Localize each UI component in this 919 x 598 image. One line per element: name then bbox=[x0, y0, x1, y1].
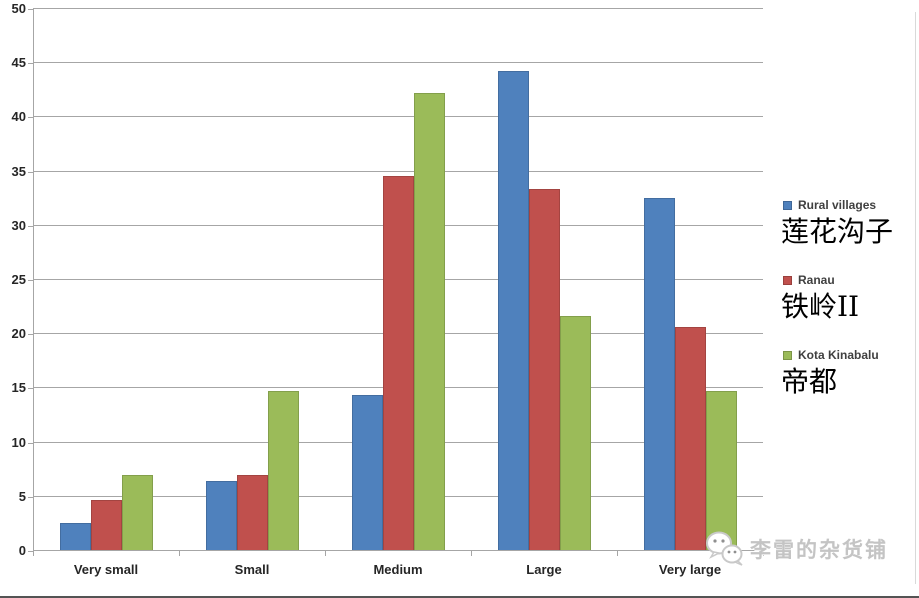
x-axis-category-label: Very large bbox=[658, 562, 722, 577]
y-axis-tick-label: 5 bbox=[18, 488, 26, 504]
bar-kota-kinabalu bbox=[413, 92, 445, 550]
legend-label: Rural villages bbox=[798, 198, 877, 212]
legend-annotation-cn: 帝都 bbox=[781, 365, 838, 398]
bar-rural-villages bbox=[59, 522, 91, 550]
bar-ranau bbox=[674, 326, 706, 550]
y-axis-tick bbox=[28, 551, 33, 552]
y-axis-tick-label: 30 bbox=[11, 217, 26, 233]
gridline bbox=[33, 62, 763, 64]
y-axis-tick-label: 20 bbox=[11, 326, 26, 342]
gridline bbox=[33, 8, 763, 9]
y-axis-tick bbox=[28, 388, 33, 390]
x-axis-tick bbox=[33, 551, 34, 556]
chart-legend: Rural villages 莲花沟子 Ranau 铁岭II Kota Kinabalu… bbox=[781, 196, 919, 399]
legend-label: Ranau bbox=[798, 273, 835, 287]
legend-label: Kota Kinabalu bbox=[798, 348, 879, 362]
bar-rural-villages bbox=[205, 480, 237, 550]
bar-ranau bbox=[382, 176, 414, 550]
y-axis-line bbox=[33, 9, 34, 556]
y-axis-tick-label: 35 bbox=[11, 163, 26, 179]
watermark: 李雷的杂货铺 bbox=[704, 530, 888, 568]
legend-entry: Kota Kinabalu bbox=[783, 348, 919, 362]
y-axis-tick-label: 40 bbox=[11, 109, 26, 125]
bar-ranau bbox=[90, 500, 122, 550]
y-axis-tick bbox=[28, 496, 33, 498]
legend-swatch bbox=[783, 350, 792, 360]
x-axis-category-label: Large bbox=[526, 562, 562, 577]
bar-kota-kinabalu bbox=[705, 390, 737, 550]
y-axis-tick bbox=[28, 63, 33, 65]
y-axis-tick-label: 0 bbox=[18, 543, 26, 558]
y-axis-tick-label: 50 bbox=[11, 1, 26, 16]
chart-right-border bbox=[915, 12, 916, 584]
y-axis-tick bbox=[28, 9, 33, 10]
plot-area bbox=[33, 8, 763, 551]
legend-swatch bbox=[783, 275, 792, 285]
bar-kota-kinabalu bbox=[121, 475, 153, 550]
y-axis-tick bbox=[28, 442, 33, 444]
x-axis-tick bbox=[471, 551, 472, 556]
legend-entry: Ranau bbox=[783, 273, 919, 287]
bar-ranau bbox=[236, 475, 268, 550]
x-axis-tick bbox=[325, 551, 326, 556]
wechat-icon bbox=[706, 531, 743, 566]
legend-annotation-cn: 铁岭II bbox=[781, 290, 860, 323]
y-axis-tick-label: 45 bbox=[11, 55, 26, 71]
y-axis-tick bbox=[28, 280, 33, 281]
watermark-text: 李雷的杂货铺 bbox=[750, 539, 888, 562]
y-axis-tick bbox=[28, 117, 33, 119]
x-axis-category-label: Small bbox=[234, 562, 270, 577]
x-axis-tick bbox=[617, 551, 618, 556]
x-axis-tick bbox=[179, 551, 180, 556]
bar-ranau bbox=[528, 189, 560, 550]
x-axis-category-label: Very small bbox=[73, 562, 139, 577]
legend-annotation-cn: 莲花沟子 bbox=[781, 215, 894, 248]
bar-rural-villages bbox=[351, 395, 383, 550]
bar-rural-villages bbox=[643, 197, 675, 550]
y-axis-tick-label: 10 bbox=[11, 434, 26, 450]
x-axis-tick bbox=[763, 551, 764, 556]
bar-rural-villages bbox=[497, 70, 529, 550]
legend-swatch bbox=[783, 200, 792, 210]
gridline bbox=[33, 170, 763, 172]
x-axis-category-label: Medium bbox=[373, 562, 423, 577]
bottom-edge-line bbox=[0, 596, 919, 598]
y-axis-tick bbox=[28, 171, 33, 173]
gridline bbox=[33, 116, 763, 118]
bar-kota-kinabalu bbox=[267, 390, 299, 550]
y-axis-tick bbox=[28, 334, 33, 336]
y-axis-tick-label: 25 bbox=[11, 272, 26, 287]
y-axis-tick-label: 15 bbox=[11, 380, 26, 396]
x-axis-line bbox=[33, 550, 763, 551]
bar-kota-kinabalu bbox=[559, 315, 591, 550]
legend-entry: Rural villages bbox=[783, 198, 919, 212]
y-axis-tick bbox=[28, 225, 33, 227]
